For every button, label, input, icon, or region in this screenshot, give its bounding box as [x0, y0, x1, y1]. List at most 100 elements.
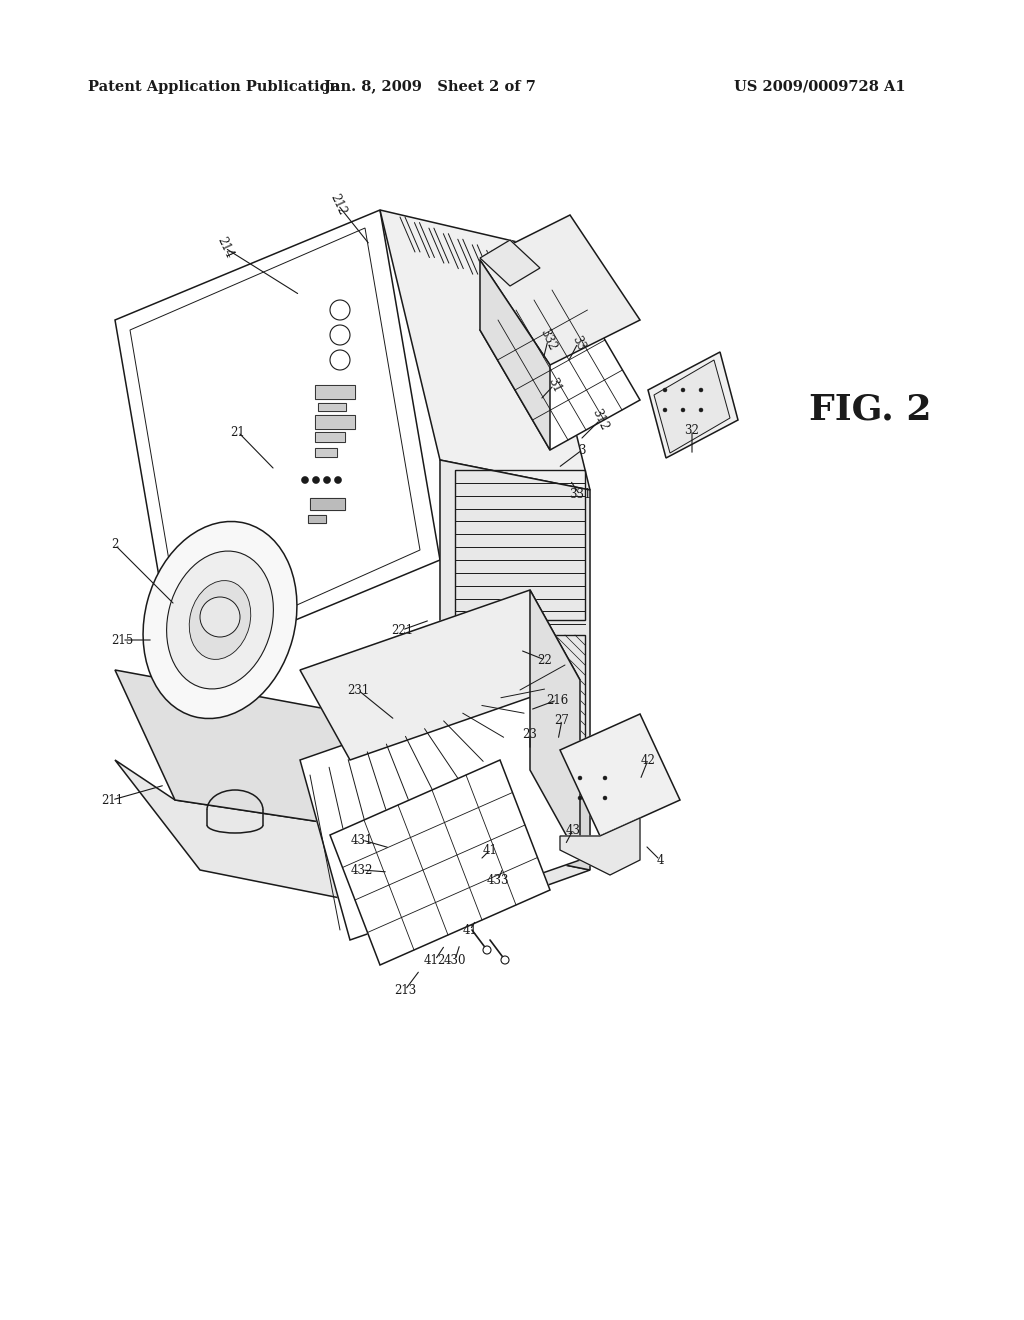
Circle shape: [699, 408, 703, 412]
Polygon shape: [480, 260, 550, 450]
Text: 32: 32: [685, 424, 699, 437]
Text: 22: 22: [538, 653, 552, 667]
Polygon shape: [440, 730, 590, 870]
Polygon shape: [560, 818, 640, 875]
Polygon shape: [654, 360, 730, 453]
Circle shape: [330, 350, 350, 370]
Polygon shape: [480, 215, 640, 366]
Text: 33: 33: [569, 334, 587, 352]
Circle shape: [483, 946, 490, 954]
Polygon shape: [115, 210, 440, 671]
Text: Patent Application Publication: Patent Application Publication: [88, 81, 340, 94]
Text: 2: 2: [112, 539, 119, 552]
Polygon shape: [318, 403, 346, 411]
Circle shape: [335, 477, 341, 483]
Text: 431: 431: [351, 833, 373, 846]
Polygon shape: [560, 818, 640, 875]
Text: 41: 41: [482, 843, 498, 857]
Polygon shape: [308, 515, 326, 523]
Text: 43: 43: [565, 824, 581, 837]
Circle shape: [330, 325, 350, 345]
Circle shape: [301, 477, 308, 483]
Text: 3: 3: [579, 444, 586, 457]
Polygon shape: [315, 432, 345, 442]
Circle shape: [578, 796, 582, 800]
Polygon shape: [480, 215, 640, 366]
Text: 221: 221: [391, 623, 413, 636]
Circle shape: [324, 477, 331, 483]
Text: 41: 41: [463, 924, 477, 936]
Polygon shape: [480, 240, 540, 286]
Polygon shape: [300, 680, 580, 940]
Text: 23: 23: [522, 729, 538, 742]
Polygon shape: [310, 498, 345, 510]
Circle shape: [200, 597, 240, 638]
Polygon shape: [115, 210, 440, 671]
Polygon shape: [300, 680, 580, 940]
Text: 213: 213: [394, 983, 416, 997]
Circle shape: [603, 796, 607, 800]
Polygon shape: [115, 671, 440, 840]
Polygon shape: [560, 714, 680, 836]
Polygon shape: [130, 228, 420, 655]
Text: 27: 27: [555, 714, 569, 726]
Polygon shape: [330, 760, 550, 965]
Polygon shape: [380, 210, 590, 490]
Text: 21: 21: [230, 425, 246, 438]
Circle shape: [663, 408, 667, 412]
Ellipse shape: [143, 521, 297, 718]
Polygon shape: [480, 240, 540, 286]
Polygon shape: [315, 432, 345, 442]
Polygon shape: [318, 403, 346, 411]
Polygon shape: [308, 515, 326, 523]
Polygon shape: [115, 760, 590, 920]
Polygon shape: [648, 352, 738, 458]
Text: 31: 31: [545, 375, 563, 395]
Text: 215: 215: [111, 634, 133, 647]
Circle shape: [603, 776, 607, 780]
Text: 42: 42: [641, 754, 655, 767]
Polygon shape: [530, 590, 580, 861]
Polygon shape: [330, 760, 550, 965]
Polygon shape: [648, 352, 738, 458]
Polygon shape: [440, 459, 590, 760]
Circle shape: [501, 956, 509, 964]
Text: 433: 433: [486, 874, 509, 887]
Text: Jan. 8, 2009   Sheet 2 of 7: Jan. 8, 2009 Sheet 2 of 7: [324, 81, 536, 94]
Polygon shape: [440, 730, 590, 870]
Text: 212: 212: [328, 193, 348, 218]
Circle shape: [699, 388, 703, 392]
Polygon shape: [315, 385, 355, 399]
Text: 216: 216: [546, 693, 568, 706]
Polygon shape: [300, 590, 580, 760]
Circle shape: [312, 477, 319, 483]
Text: 430: 430: [443, 953, 466, 966]
Polygon shape: [115, 760, 590, 920]
Polygon shape: [480, 280, 640, 450]
Polygon shape: [654, 360, 730, 453]
Circle shape: [330, 300, 350, 319]
Polygon shape: [440, 459, 590, 760]
Text: 331: 331: [568, 488, 591, 502]
Text: 231: 231: [347, 684, 369, 697]
Polygon shape: [455, 635, 585, 750]
Polygon shape: [315, 447, 337, 457]
Text: 211: 211: [101, 793, 123, 807]
Polygon shape: [380, 210, 590, 490]
Circle shape: [578, 776, 582, 780]
Text: 412: 412: [424, 953, 446, 966]
Polygon shape: [315, 414, 355, 429]
Polygon shape: [315, 414, 355, 429]
Polygon shape: [455, 635, 585, 750]
Polygon shape: [480, 280, 640, 450]
Circle shape: [681, 408, 685, 412]
Ellipse shape: [189, 581, 251, 660]
Text: 312: 312: [590, 407, 610, 433]
Polygon shape: [560, 714, 680, 836]
Polygon shape: [315, 385, 355, 399]
Text: 332: 332: [538, 327, 559, 352]
Text: 214: 214: [214, 235, 236, 261]
Polygon shape: [530, 590, 580, 861]
Polygon shape: [300, 590, 580, 760]
Ellipse shape: [167, 550, 273, 689]
